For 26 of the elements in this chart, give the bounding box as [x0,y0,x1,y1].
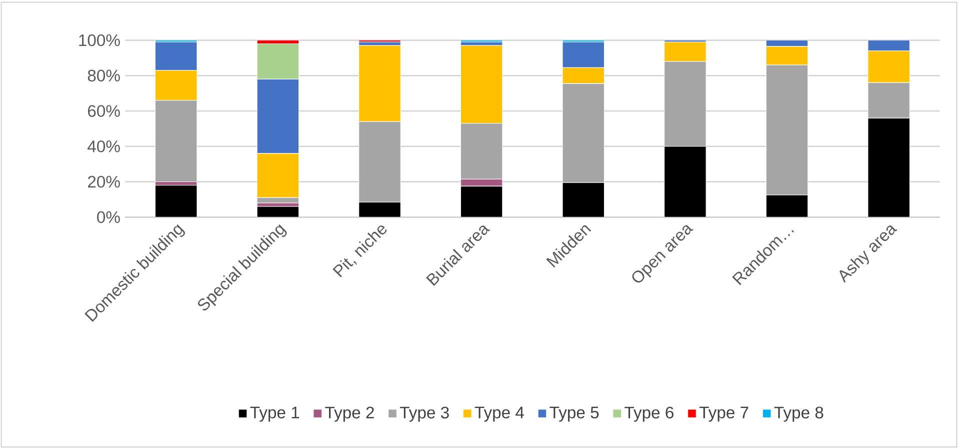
bar [358,202,401,218]
bar [154,184,198,218]
legend-label: Type 3 [400,406,449,422]
y-tick-label: 40% [88,140,120,152]
bar [257,206,299,218]
bar [766,194,808,218]
legend-label: Type 8 [774,406,824,422]
y-tick-label: 60% [88,104,120,117]
bar [868,118,910,218]
legend-label: Type 5 [550,406,599,422]
bar [154,42,198,70]
bar [868,40,910,51]
legend-label: Type 2 [325,406,374,422]
legend-label: Type 1 [250,406,300,422]
bar [256,78,300,154]
y-tick-label: 0% [97,211,120,223]
bar [562,42,605,68]
legend-label: Type 7 [699,406,748,422]
y-tick-label: 100% [79,34,120,46]
y-tick-label: 80% [88,70,120,82]
bar [664,146,706,218]
legend-label: Type 4 [474,406,524,422]
bar [562,182,605,218]
y-tick-label: 20% [88,176,120,188]
bar [460,186,503,218]
legend-label: Type 6 [624,406,674,422]
